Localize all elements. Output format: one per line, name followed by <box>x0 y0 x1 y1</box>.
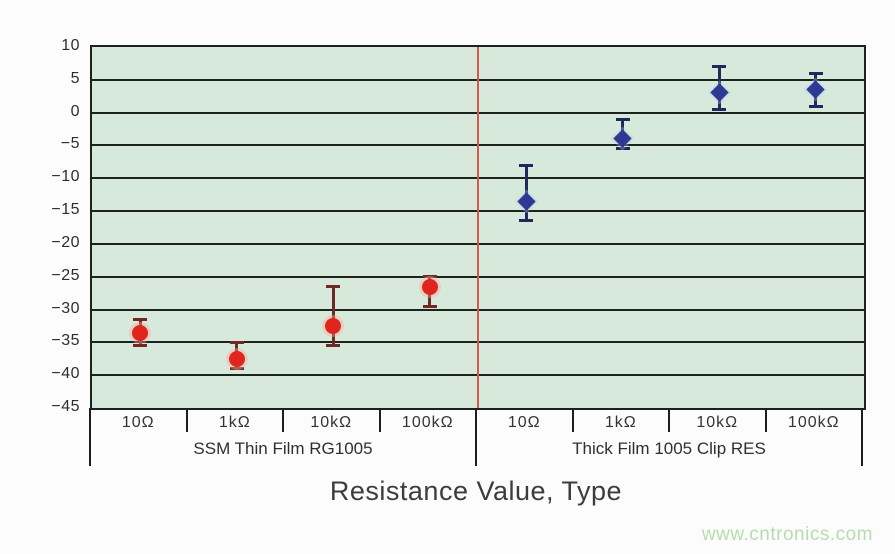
error-bar-cap <box>133 317 148 321</box>
data-point-diamond <box>517 192 536 211</box>
error-bar-cap <box>422 304 437 308</box>
error-bar-cap <box>712 65 727 69</box>
error-bar-cap <box>615 147 630 151</box>
category-separator-tick <box>378 408 381 432</box>
category-separator-tick <box>764 408 767 432</box>
category-separator-tick <box>185 408 188 432</box>
y-tick-label: −35 <box>51 332 80 350</box>
data-point-diamond <box>806 80 825 99</box>
error-bar <box>331 286 335 346</box>
data-point-circle <box>421 278 438 295</box>
y-tick-label: 5 <box>70 69 80 87</box>
error-bar-cap <box>712 107 727 111</box>
error-bar-cap <box>422 275 437 279</box>
category-label: 100kΩ <box>401 414 454 431</box>
error-bar-cap <box>229 367 244 371</box>
category-label: 10Ω <box>507 414 541 431</box>
y-tick-label: −40 <box>51 365 80 383</box>
group-divider-line <box>477 47 479 408</box>
y-tick-label: −15 <box>51 201 80 219</box>
error-bar-cap <box>808 104 823 108</box>
category-label: 10kΩ <box>310 414 353 431</box>
category-separator-tick <box>571 408 574 432</box>
error-bar-cap <box>519 219 534 223</box>
group-separator-tick <box>861 408 863 466</box>
y-tick-label: −30 <box>51 299 80 317</box>
y-tick-label: −20 <box>51 233 80 251</box>
category-separator-tick <box>668 408 670 432</box>
plot-area <box>90 45 866 410</box>
y-axis: 10 5 0 −5 −10 −15 −20 −25 −30 −35 −40 −45 <box>0 37 84 415</box>
data-point-circle <box>325 317 342 334</box>
error-bar-cap <box>615 117 630 121</box>
error-bar-cap <box>519 163 534 167</box>
watermark-text: www.cntronics.com <box>701 524 873 545</box>
y-tick-label: −45 <box>51 398 80 415</box>
error-bar-cap <box>808 71 823 75</box>
data-point-circle <box>228 350 245 367</box>
x-axis-title: Resistance Value, Type <box>329 476 623 506</box>
category-label: 10kΩ <box>696 414 739 431</box>
series-group-label: SSM Thin Film RG1005 <box>193 439 373 458</box>
category-separator-tick <box>282 408 284 432</box>
data-point-diamond <box>710 83 729 103</box>
category-label: 100kΩ <box>787 414 840 431</box>
y-tick-label: 10 <box>61 37 80 54</box>
data-point-circle <box>132 324 149 341</box>
error-bar-cap <box>326 285 341 289</box>
x-axis: 10Ω 1kΩ 10kΩ 100kΩ 10Ω 1kΩ 10kΩ 100kΩ SSM Thin F… <box>89 408 866 468</box>
y-tick-label: −25 <box>51 266 80 284</box>
category-label: 1kΩ <box>218 414 251 431</box>
y-tick-label: −10 <box>51 168 80 186</box>
error-bar-cap <box>133 344 148 348</box>
series-group-label: Thick Film 1005 Clip RES <box>572 439 766 458</box>
y-tick-label: −5 <box>60 135 80 153</box>
y-tick-label: 0 <box>70 102 80 120</box>
error-bar-cap <box>229 340 244 344</box>
category-label: 10Ω <box>121 414 155 431</box>
group-separator-tick <box>475 408 477 466</box>
group-separator-tick <box>89 408 91 466</box>
error-bar-cap <box>326 344 341 348</box>
category-label: 1kΩ <box>604 414 637 431</box>
